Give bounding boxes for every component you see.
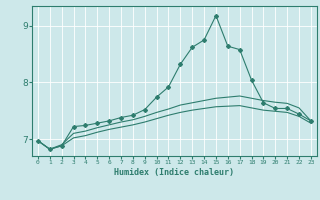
X-axis label: Humidex (Indice chaleur): Humidex (Indice chaleur) (115, 168, 234, 177)
